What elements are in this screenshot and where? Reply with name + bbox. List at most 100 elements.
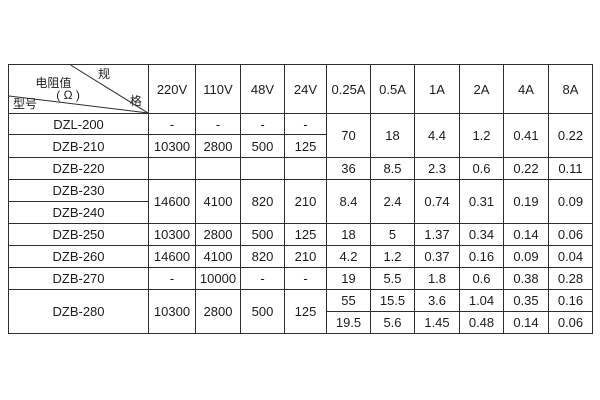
table-row-dzb230: DZB-230 14600 4100 820 210 8.4 2.4 0.74 … xyxy=(8,179,593,224)
resistance-unit-label: ( Ω ) xyxy=(56,88,80,102)
voltage-cell: 125 xyxy=(284,223,327,246)
resistance-label: 电阻值 xyxy=(35,76,72,90)
current-cell: 0.48 xyxy=(459,311,504,334)
column-header-4a: 4A xyxy=(503,64,549,114)
voltage-cell: 14600 xyxy=(148,179,196,224)
voltage-cell: 2800 xyxy=(195,289,241,334)
current-cell: 0.14 xyxy=(503,223,549,246)
model-cell: DZB-250 xyxy=(8,223,149,246)
current-cell: 36 xyxy=(326,157,371,180)
model-cell: DZB-220 xyxy=(8,157,149,180)
column-header-48v: 48V xyxy=(240,64,285,114)
current-cell: 19.5 xyxy=(326,311,371,334)
voltage-cell: 500 xyxy=(240,223,285,246)
current-cell: 0.74 xyxy=(414,179,460,224)
current-cell: 18 xyxy=(326,223,371,246)
model-cell: DZB-230 xyxy=(8,179,149,202)
table-row-dzb270: DZB-270 - 10000 - - 19 5.5 1.8 0.6 0.38 … xyxy=(8,267,593,290)
voltage-cell: 210 xyxy=(284,245,327,268)
voltage-cell: - xyxy=(148,113,196,135)
column-header-110v: 110V xyxy=(195,64,241,114)
current-cell: 0.16 xyxy=(548,289,593,312)
column-header-2a: 2A xyxy=(459,64,504,114)
voltage-cell: 125 xyxy=(284,134,327,158)
voltage-cell: 10300 xyxy=(148,134,196,158)
voltage-cell: - xyxy=(195,113,241,135)
current-cell: 5 xyxy=(370,223,415,246)
voltage-cell: 500 xyxy=(240,134,285,158)
voltage-cell: 10300 xyxy=(148,289,196,334)
voltage-cell: - xyxy=(284,113,327,135)
model-cell: DZB-210 xyxy=(8,134,149,158)
current-cell: 5.5 xyxy=(370,267,415,290)
current-cell: 8.4 xyxy=(326,179,371,224)
voltage-cell: 4100 xyxy=(195,245,241,268)
voltage-cell xyxy=(195,157,241,180)
current-cell: 1.04 xyxy=(459,289,504,312)
current-cell: 1.2 xyxy=(370,245,415,268)
table-row-dzb240: DZB-240 xyxy=(8,201,593,224)
spec-label-bottom: 格 xyxy=(129,94,142,108)
current-cell: 2.3 xyxy=(414,157,460,180)
voltage-cell: - xyxy=(148,267,196,290)
current-cell: 1.37 xyxy=(414,223,460,246)
voltage-cell: 500 xyxy=(240,289,285,334)
current-cell: 0.22 xyxy=(503,157,549,180)
model-label: 型号 xyxy=(13,97,38,111)
resistance-spec-table: 规 格 电阻值 ( Ω ) 型号 220V 110V 48V 24V 0.25A… xyxy=(8,64,593,334)
model-cell: DZB-280 xyxy=(8,289,149,334)
voltage-cell: 10000 xyxy=(195,267,241,290)
current-cell: 0.35 xyxy=(503,289,549,312)
current-cell: 19 xyxy=(326,267,371,290)
voltage-cell: 125 xyxy=(284,289,327,334)
current-cell: 4.2 xyxy=(326,245,371,268)
current-cell: 5.6 xyxy=(370,311,415,334)
current-cell: 2.4 xyxy=(370,179,415,224)
current-cell: 0.19 xyxy=(503,179,549,224)
current-cell: 0.09 xyxy=(503,245,549,268)
table-row-dzl200: DZL-200 - - - - 70 18 4.4 1.2 0.41 0.22 xyxy=(8,113,593,158)
model-cell: DZB-260 xyxy=(8,245,149,268)
diagonal-lines-graphic xyxy=(9,65,148,113)
current-cell: 0.34 xyxy=(459,223,504,246)
voltage-cell: 14600 xyxy=(148,245,196,268)
voltage-cell xyxy=(240,157,285,180)
table-row-dzb210: DZB-210 10300 2800 500 125 xyxy=(8,134,593,158)
voltage-cell: 820 xyxy=(240,179,285,224)
table-row-dzb250: DZB-250 10300 2800 500 125 18 5 1.37 0.3… xyxy=(8,223,593,246)
voltage-cell: - xyxy=(240,267,285,290)
voltage-cell: - xyxy=(240,113,285,135)
voltage-cell: 820 xyxy=(240,245,285,268)
current-cell: 0.6 xyxy=(459,157,504,180)
current-cell: 0.41 xyxy=(503,113,549,158)
current-cell: 0.11 xyxy=(548,157,593,180)
current-cell: 55 xyxy=(326,289,371,312)
current-cell: 1.2 xyxy=(459,113,504,158)
current-cell: 0.04 xyxy=(548,245,593,268)
current-cell: 0.38 xyxy=(503,267,549,290)
model-cell: DZL-200 xyxy=(8,113,149,135)
current-cell: 0.09 xyxy=(548,179,593,224)
column-header-025a: 0.25A xyxy=(326,64,371,114)
voltage-cell: 210 xyxy=(284,179,327,224)
current-cell: 0.16 xyxy=(459,245,504,268)
column-header-8a: 8A xyxy=(548,64,593,114)
table-row-dzb280-sub: 19.5 5.6 1.45 0.48 0.14 0.06 xyxy=(9,311,593,334)
current-cell: 15.5 xyxy=(370,289,415,312)
corner-cell: 规 格 电阻值 ( Ω ) 型号 xyxy=(8,64,149,114)
diagonal-split: 规 格 电阻值 ( Ω ) 型号 xyxy=(9,65,148,113)
current-cell: 70 xyxy=(326,113,371,158)
voltage-cell: - xyxy=(284,267,327,290)
column-header-220v: 220V xyxy=(148,64,196,114)
spec-label-top: 规 xyxy=(97,67,110,81)
current-cell: 8.5 xyxy=(370,157,415,180)
current-cell: 0.6 xyxy=(459,267,504,290)
current-cell: 0.28 xyxy=(548,267,593,290)
model-cell: DZB-270 xyxy=(8,267,149,290)
column-header-24v: 24V xyxy=(284,64,327,114)
current-cell: 0.06 xyxy=(548,311,593,334)
current-cell: 3.6 xyxy=(414,289,460,312)
current-cell: 0.22 xyxy=(548,113,593,158)
current-cell: 0.37 xyxy=(414,245,460,268)
current-cell: 1.8 xyxy=(414,267,460,290)
